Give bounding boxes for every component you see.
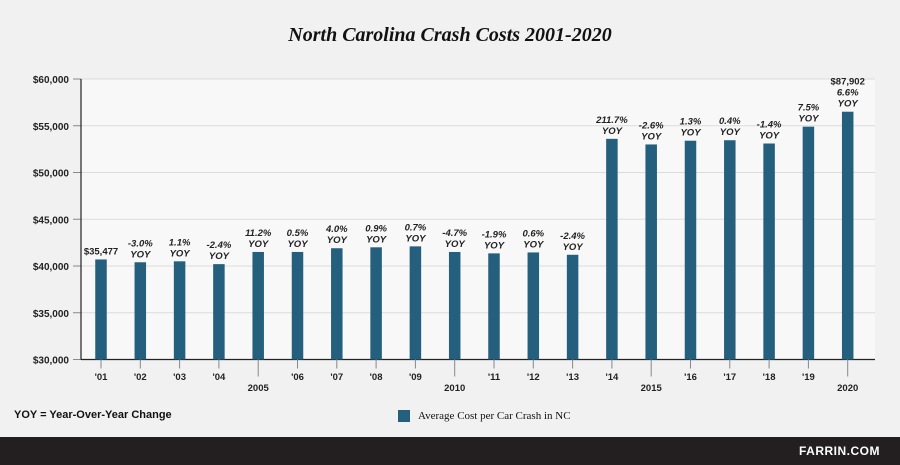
bar — [95, 259, 107, 360]
data-label: -2.4% — [206, 240, 231, 251]
x-tick-label: '12 — [527, 372, 540, 383]
data-label: YOY — [484, 240, 506, 251]
data-label: 1.3% — [680, 117, 702, 128]
bar — [252, 251, 264, 360]
x-tick-label: '01 — [95, 372, 109, 383]
data-label: YOY — [680, 128, 702, 139]
data-label: YOY — [327, 235, 349, 246]
x-tick-label: '14 — [605, 372, 619, 383]
data-label: YOY — [798, 114, 820, 125]
bar — [409, 246, 422, 360]
data-label: $35,477 — [84, 246, 118, 257]
data-label: YOY — [287, 239, 309, 250]
bar-chart: $30,000 $35,000 $40,000 $45,000 $50,000 $55,0… — [33, 75, 875, 394]
legend-label: Average Cost per Car Crash in NC — [418, 410, 571, 422]
yoy-note: YOY = Year-Over-Year Change — [14, 409, 172, 421]
x-tick-label: 2010 — [444, 383, 465, 394]
x-tick-label: 2015 — [641, 383, 663, 394]
data-label: -2.4% — [560, 231, 585, 242]
bar — [488, 253, 500, 360]
data-label: 1.1% — [169, 237, 191, 248]
x-tick-label: '07 — [330, 372, 343, 383]
x-tick-label: '17 — [723, 372, 736, 383]
data-label: YOY — [248, 239, 270, 250]
y-tick-label: $40,000 — [33, 262, 70, 273]
chart-title: North Carolina Crash Costs 2001-2020 — [288, 24, 612, 46]
bar — [841, 111, 854, 360]
bar — [527, 252, 540, 360]
data-label: YOY — [366, 234, 388, 245]
data-label: -1.9% — [482, 229, 507, 240]
x-tick-label: '13 — [566, 372, 579, 383]
data-label: YOY — [523, 239, 545, 250]
data-label: 7.5% — [798, 103, 820, 114]
bar — [448, 251, 461, 360]
legend-swatch — [398, 410, 410, 422]
x-tick-label: '06 — [291, 372, 304, 383]
bar — [684, 140, 697, 360]
data-label: -1.4% — [757, 120, 782, 131]
data-label: -4.7% — [442, 228, 467, 239]
data-label: 0.7% — [405, 222, 427, 233]
data-label: YOY — [838, 99, 860, 110]
data-label: 0.9% — [365, 223, 387, 234]
data-label: 0.4% — [719, 116, 741, 127]
bar — [134, 262, 147, 360]
bar — [606, 138, 618, 360]
x-tick-label: '11 — [488, 372, 501, 383]
data-label: YOY — [720, 127, 742, 138]
y-tick-label: $35,000 — [33, 309, 70, 320]
data-label: YOY — [130, 249, 152, 260]
y-tick-label: $45,000 — [33, 215, 70, 226]
data-label: -3.0% — [128, 238, 153, 249]
data-label: 6.6% — [837, 88, 859, 99]
data-label: YOY — [602, 126, 624, 137]
bar — [213, 264, 225, 360]
data-label: 211.7% — [595, 115, 628, 126]
x-tick-label: '18 — [763, 372, 776, 383]
data-label: YOY — [445, 239, 467, 250]
y-tick-label: $30,000 — [33, 356, 70, 367]
data-label: 11.2% — [245, 228, 272, 239]
x-tick-label: '08 — [370, 372, 383, 383]
x-tick-label: 2005 — [248, 383, 270, 394]
data-label: YOY — [209, 251, 231, 262]
bar — [331, 248, 343, 360]
footer: FARRIN.COM — [0, 437, 900, 465]
bar — [173, 261, 186, 360]
x-tick-label: '16 — [684, 372, 697, 383]
x-tick-label: '02 — [134, 372, 147, 383]
data-label: $87,902 — [831, 77, 865, 88]
y-tick-label: $50,000 — [33, 169, 70, 180]
data-label: YOY — [563, 242, 585, 253]
x-tick-label: '09 — [409, 372, 422, 383]
data-label: 0.6% — [522, 228, 544, 239]
data-label: YOY — [759, 131, 781, 142]
x-tick-label: 2020 — [837, 383, 858, 394]
data-label: YOY — [641, 131, 663, 142]
data-label: 4.0% — [325, 224, 348, 235]
legend: Average Cost per Car Crash in NC — [398, 410, 571, 422]
x-tick-label: '19 — [802, 372, 815, 383]
x-tick-label: '04 — [212, 372, 226, 383]
y-tick-label: $55,000 — [33, 122, 70, 133]
x-tick-label: '03 — [173, 372, 186, 383]
brand-logo: FARRIN.COM — [799, 444, 880, 458]
bar — [370, 247, 382, 360]
data-label: 0.5% — [287, 228, 309, 239]
bar — [291, 251, 304, 360]
bar — [763, 143, 775, 360]
data-label: YOY — [170, 248, 192, 259]
bar — [802, 126, 815, 360]
bar — [724, 140, 736, 360]
bar — [566, 254, 579, 360]
data-label: YOY — [405, 233, 427, 244]
bar — [645, 144, 657, 360]
y-tick-label: $60,000 — [33, 75, 70, 86]
data-label: -2.6% — [639, 120, 664, 131]
